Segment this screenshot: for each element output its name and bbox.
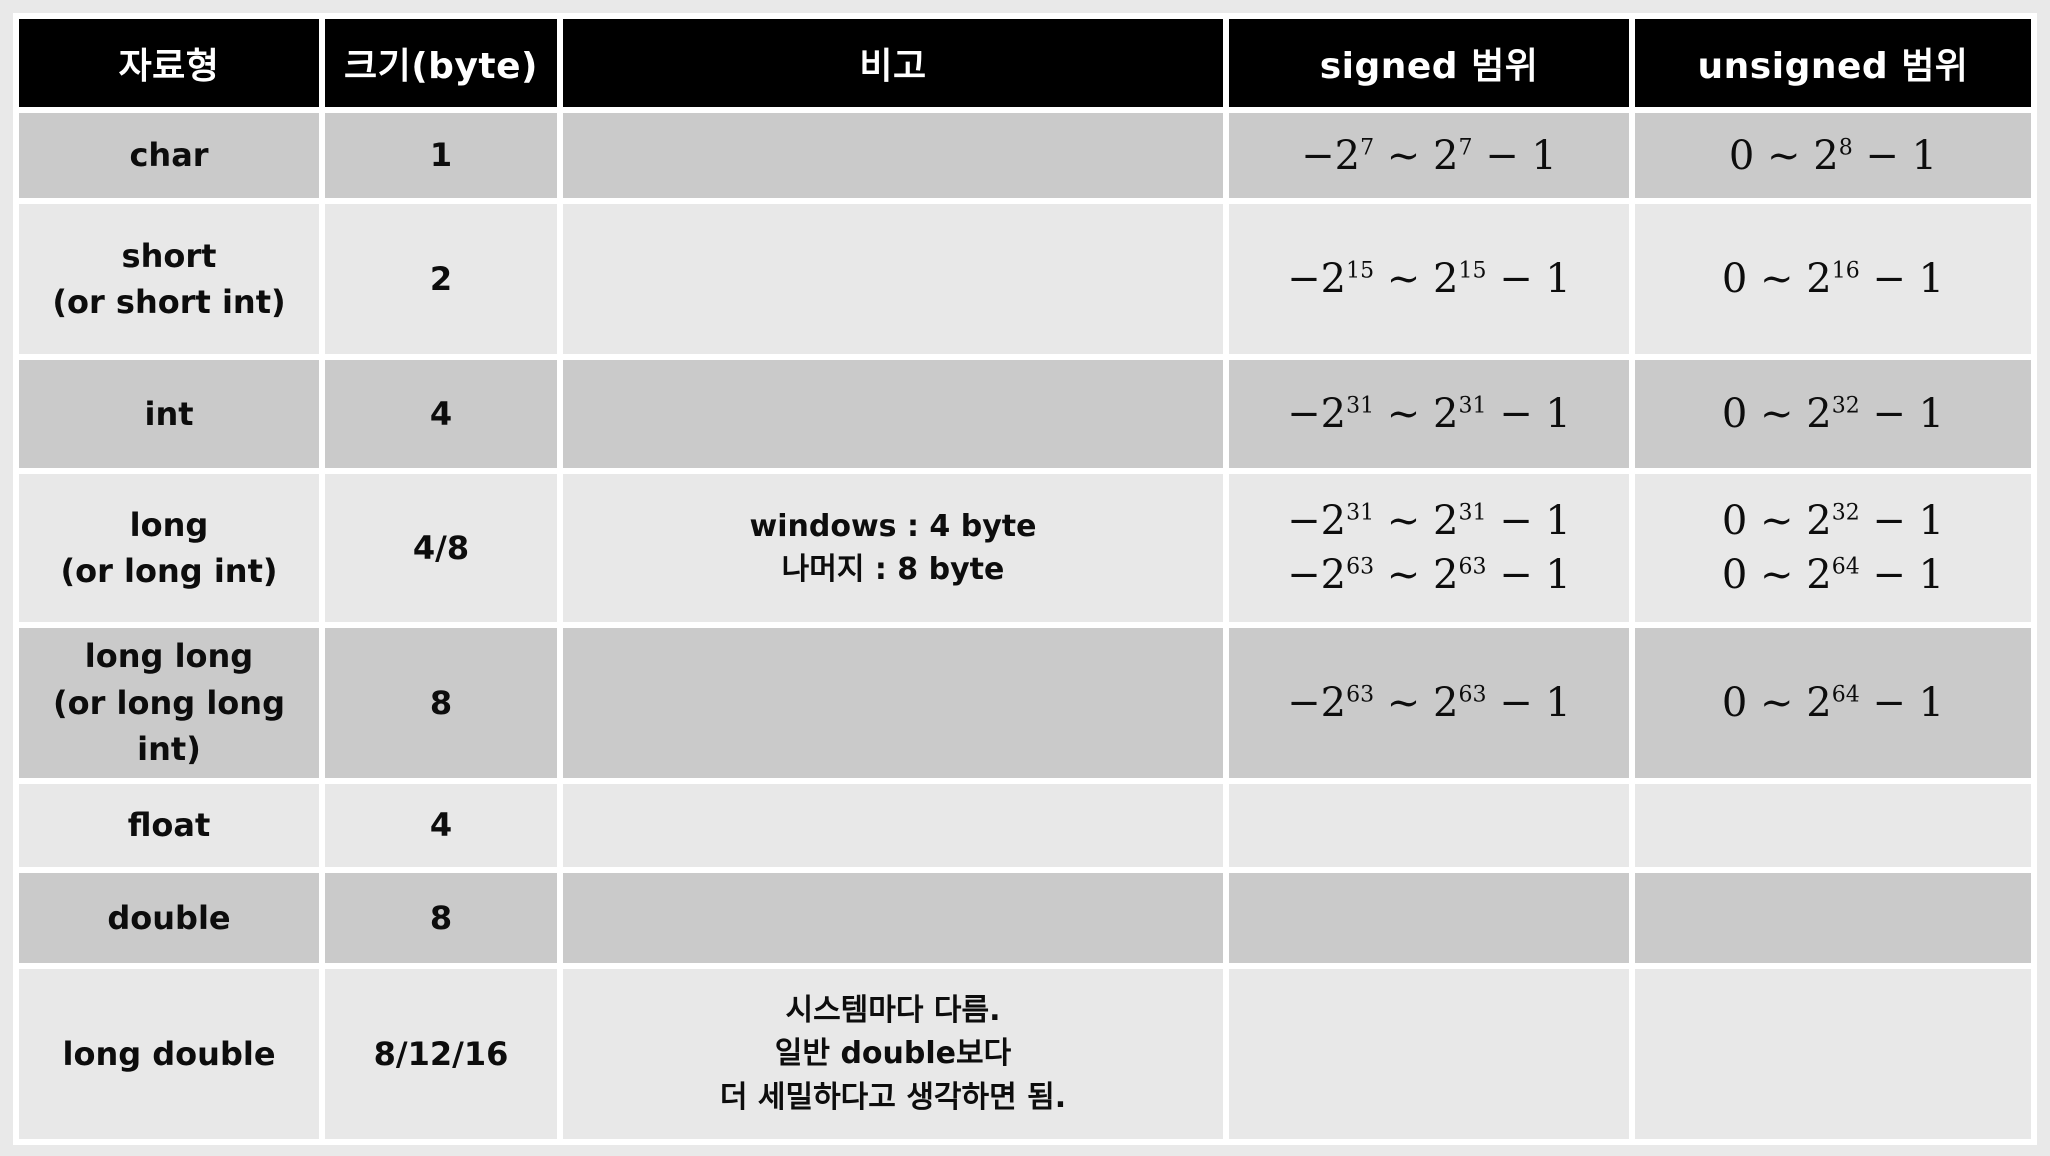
data-types-table: 자료형 크기(byte) 비고 signed 범위 unsigned 범위 ch… bbox=[13, 13, 2037, 1145]
cell-note bbox=[563, 784, 1223, 867]
cell-signed-range bbox=[1229, 873, 1629, 963]
cell-signed-range bbox=[1229, 784, 1629, 867]
cell-unsigned-range bbox=[1635, 784, 2031, 867]
cell-size: 4 bbox=[325, 784, 557, 867]
cell-note: 시스템마다 다름. 일반 double보다 더 세밀하다고 생각하면 됨. bbox=[563, 969, 1223, 1139]
cell-signed-range: −263 ~ 263 − 1 bbox=[1229, 628, 1629, 778]
cell-signed-range: −231 ~ 231 − 1 bbox=[1229, 360, 1629, 468]
cell-size: 2 bbox=[325, 204, 557, 354]
table-row-long-double: long double 8/12/16 시스템마다 다름. 일반 double보… bbox=[19, 969, 2031, 1139]
cell-note bbox=[563, 873, 1223, 963]
table-row-float: float 4 bbox=[19, 784, 2031, 867]
cell-unsigned-range: 0 ~ 264 − 1 bbox=[1635, 628, 2031, 778]
cell-signed-range bbox=[1229, 969, 1629, 1139]
table-row-long: long (or long int) 4/8 windows : 4 byte … bbox=[19, 474, 2031, 622]
table-row-long-long: long long (or long long int) 8 −263 ~ 26… bbox=[19, 628, 2031, 778]
cell-note bbox=[563, 360, 1223, 468]
col-header-unsigned-range: unsigned 범위 bbox=[1635, 19, 2031, 107]
cell-size: 1 bbox=[325, 113, 557, 198]
col-header-size-byte: 크기(byte) bbox=[325, 19, 557, 107]
table-row-short: short (or short int) 2 −215 ~ 215 − 1 0 … bbox=[19, 204, 2031, 354]
cell-datatype: long double bbox=[19, 969, 319, 1139]
cell-unsigned-range bbox=[1635, 969, 2031, 1139]
cell-unsigned-range bbox=[1635, 873, 2031, 963]
col-header-signed-range: signed 범위 bbox=[1229, 19, 1629, 107]
table-header: 자료형 크기(byte) 비고 signed 범위 unsigned 범위 bbox=[19, 19, 2031, 107]
cell-unsigned-range: 0 ~ 28 − 1 bbox=[1635, 113, 2031, 198]
cell-note bbox=[563, 204, 1223, 354]
table-row-double: double 8 bbox=[19, 873, 2031, 963]
cell-note bbox=[563, 113, 1223, 198]
cell-size: 4/8 bbox=[325, 474, 557, 622]
cell-datatype: float bbox=[19, 784, 319, 867]
cell-signed-range: −27 ~ 27 − 1 bbox=[1229, 113, 1629, 198]
col-header-datatype: 자료형 bbox=[19, 19, 319, 107]
table-row-int: int 4 −231 ~ 231 − 1 0 ~ 232 − 1 bbox=[19, 360, 2031, 468]
cell-datatype: double bbox=[19, 873, 319, 963]
cell-datatype: short (or short int) bbox=[19, 204, 319, 354]
header-row: 자료형 크기(byte) 비고 signed 범위 unsigned 범위 bbox=[19, 19, 2031, 107]
cell-signed-range: −215 ~ 215 − 1 bbox=[1229, 204, 1629, 354]
cell-unsigned-range: 0 ~ 216 − 1 bbox=[1635, 204, 2031, 354]
table-row-char: char 1 −27 ~ 27 − 1 0 ~ 28 − 1 bbox=[19, 113, 2031, 198]
cell-datatype: int bbox=[19, 360, 319, 468]
cell-note bbox=[563, 628, 1223, 778]
cell-size: 8 bbox=[325, 873, 557, 963]
cell-size: 8/12/16 bbox=[325, 969, 557, 1139]
cell-datatype: char bbox=[19, 113, 319, 198]
cell-size: 4 bbox=[325, 360, 557, 468]
cell-datatype: long long (or long long int) bbox=[19, 628, 319, 778]
cell-datatype: long (or long int) bbox=[19, 474, 319, 622]
cell-size: 8 bbox=[325, 628, 557, 778]
cell-unsigned-range: 0 ~ 232 − 1 bbox=[1635, 360, 2031, 468]
table-body: char 1 −27 ~ 27 − 1 0 ~ 28 − 1 short (or… bbox=[19, 113, 2031, 1139]
col-header-remarks: 비고 bbox=[563, 19, 1223, 107]
cell-note: windows : 4 byte 나머지 : 8 byte bbox=[563, 474, 1223, 622]
cell-signed-range: −231 ~ 231 − 1 −263 ~ 263 − 1 bbox=[1229, 474, 1629, 622]
